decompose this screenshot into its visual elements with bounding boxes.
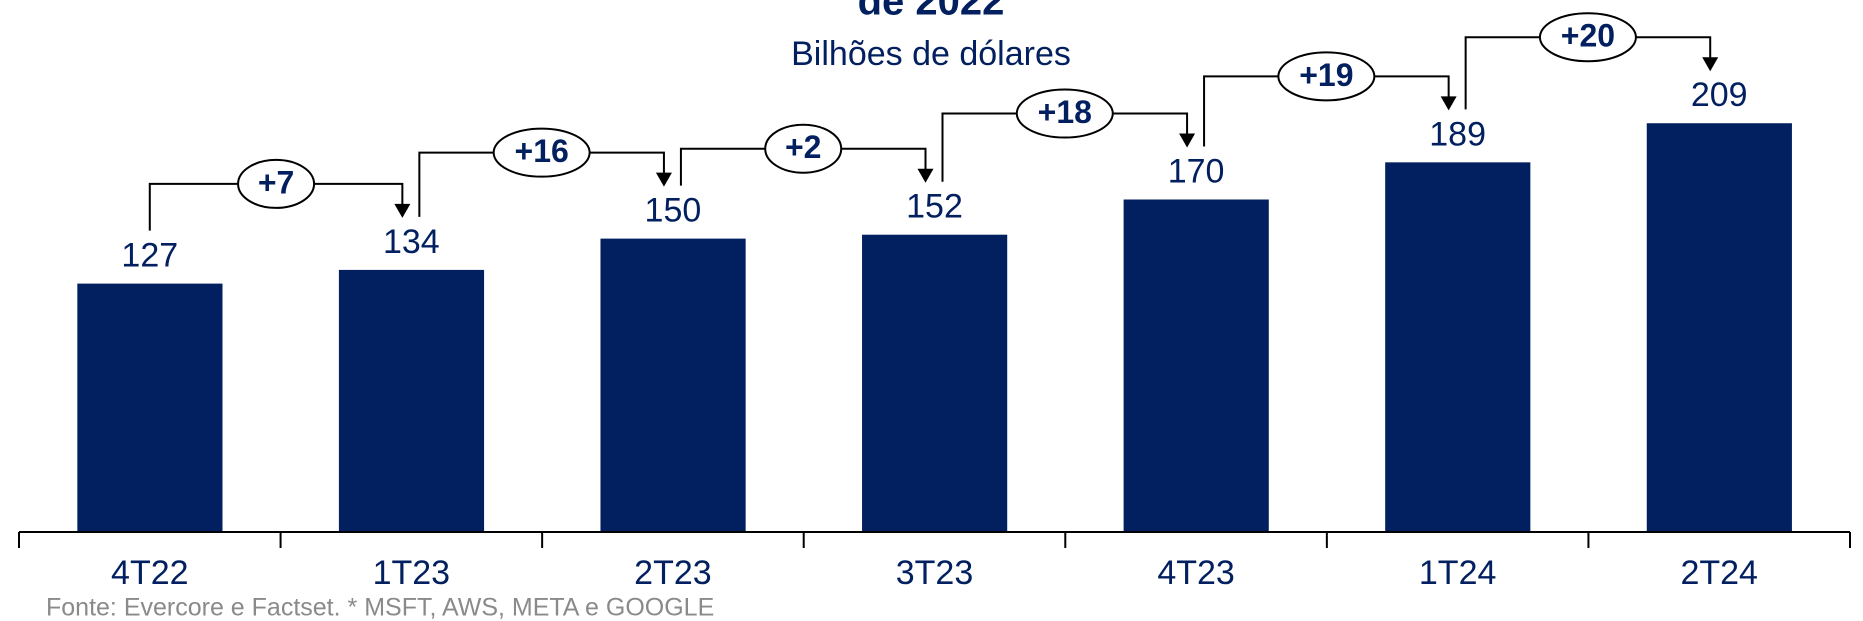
chart-subtitle: Bilhões de dólares <box>791 35 1071 73</box>
value-label: 152 <box>906 188 963 226</box>
arrow-head <box>655 172 672 187</box>
arrow-head <box>1440 96 1457 111</box>
bar <box>1123 199 1269 532</box>
value-label: 189 <box>1429 115 1486 153</box>
bar <box>1385 162 1531 532</box>
annotation-label: +19 <box>1299 57 1353 93</box>
bar <box>600 238 746 532</box>
x-tick-label: 2T24 <box>1680 554 1758 592</box>
annotation-bubble <box>1277 51 1376 102</box>
value-label: 209 <box>1691 76 1748 114</box>
x-tick-label: 4T23 <box>1157 554 1235 592</box>
arrow-head <box>394 203 411 218</box>
annotation-label: +16 <box>515 133 569 169</box>
annotation-bubble <box>764 123 843 174</box>
x-tick-label: 1T23 <box>373 554 451 592</box>
source-note: Fonte: Evercore e Factset. * MSFT, AWS, … <box>46 594 714 621</box>
arrow-head <box>917 168 934 183</box>
value-label: 127 <box>121 237 178 275</box>
x-tick-label: 1T24 <box>1419 554 1497 592</box>
annotation-label: +18 <box>1038 94 1092 130</box>
arrow-head <box>1179 133 1196 148</box>
annotation-bubble <box>237 158 316 209</box>
annotation-label: +20 <box>1561 18 1615 54</box>
value-label: 170 <box>1168 152 1225 190</box>
annotation-label: +2 <box>785 129 821 165</box>
bar <box>77 283 223 532</box>
chart-title: de 2022 <box>858 0 1005 24</box>
x-tick-label: 4T22 <box>111 554 189 592</box>
annotation-label: +7 <box>258 164 294 200</box>
annotation-bubble <box>492 127 591 178</box>
value-label: 134 <box>383 223 440 261</box>
annotation-bubble <box>1538 12 1637 63</box>
x-tick-label: 2T23 <box>634 554 712 592</box>
bar <box>338 269 485 532</box>
annotation-bubble <box>1015 88 1114 139</box>
bar <box>1646 123 1792 533</box>
arrow-head <box>1702 57 1719 72</box>
bar <box>862 234 1008 533</box>
x-tick-label: 3T23 <box>896 554 974 592</box>
value-label: 150 <box>645 192 702 230</box>
